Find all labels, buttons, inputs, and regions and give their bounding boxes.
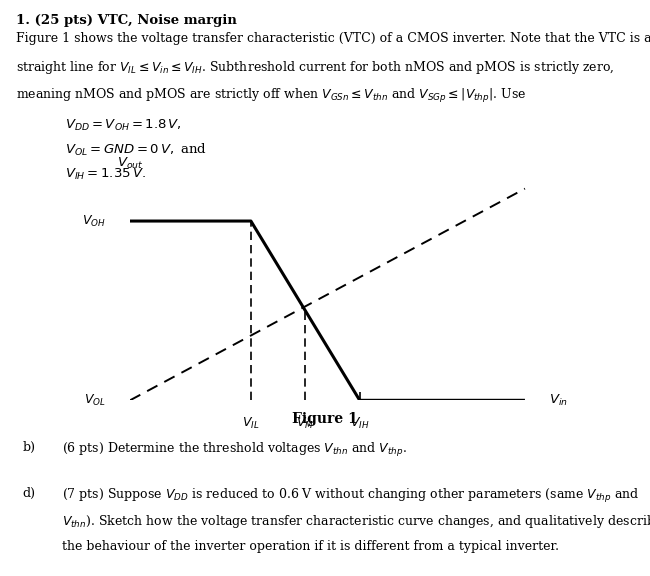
Text: b): b): [23, 441, 36, 454]
Text: straight line for $V_{IL} \leq V_{in} \leq V_{IH}$. Subthreshold current for bot: straight line for $V_{IL} \leq V_{in} \l…: [16, 59, 614, 77]
Text: $V_{OL} = GND = 0\,V,$ and: $V_{OL} = GND = 0\,V,$ and: [65, 142, 207, 158]
Text: (6 pts) Determine the threshold voltages $V_{thn}$ and $V_{thp}$.: (6 pts) Determine the threshold voltages…: [62, 441, 407, 458]
Text: $V_{OH}$: $V_{OH}$: [82, 214, 106, 229]
Text: 1. (25 pts) VTC, Noise margin: 1. (25 pts) VTC, Noise margin: [16, 14, 237, 28]
Text: $V_{in}$: $V_{in}$: [549, 393, 568, 408]
Text: meaning nMOS and pMOS are strictly off when $V_{GSn} \leq V_{thn}$ and $V_{SGp} : meaning nMOS and pMOS are strictly off w…: [16, 87, 526, 105]
Text: $V_M$: $V_M$: [296, 415, 314, 430]
Text: $V_{IL}$: $V_{IL}$: [242, 415, 259, 430]
Text: Figure 1 shows the voltage transfer characteristic (VTC) of a CMOS inverter. Not: Figure 1 shows the voltage transfer char…: [16, 32, 650, 45]
Text: $V_{thn}$). Sketch how the voltage transfer characteristic curve changes, and qu: $V_{thn}$). Sketch how the voltage trans…: [62, 513, 650, 530]
Text: $V_{IH}$: $V_{IH}$: [350, 415, 369, 430]
Text: $V_{OL}$: $V_{OL}$: [84, 393, 106, 408]
Text: (7 pts) Suppose $V_{DD}$ is reduced to 0.6 V without changing other parameters (: (7 pts) Suppose $V_{DD}$ is reduced to 0…: [62, 487, 639, 505]
Text: $V_{DD} = V_{OH} = 1.8\,V,$: $V_{DD} = V_{OH} = 1.8\,V,$: [65, 118, 182, 132]
Text: the behaviour of the inverter operation if it is different from a typical invert: the behaviour of the inverter operation …: [62, 540, 559, 553]
Text: $V_{out}$: $V_{out}$: [117, 156, 143, 172]
Text: Figure 1: Figure 1: [292, 412, 358, 426]
Text: d): d): [23, 487, 36, 500]
Text: $V_{IH} = 1.35\,V.$: $V_{IH} = 1.35\,V.$: [65, 167, 146, 182]
